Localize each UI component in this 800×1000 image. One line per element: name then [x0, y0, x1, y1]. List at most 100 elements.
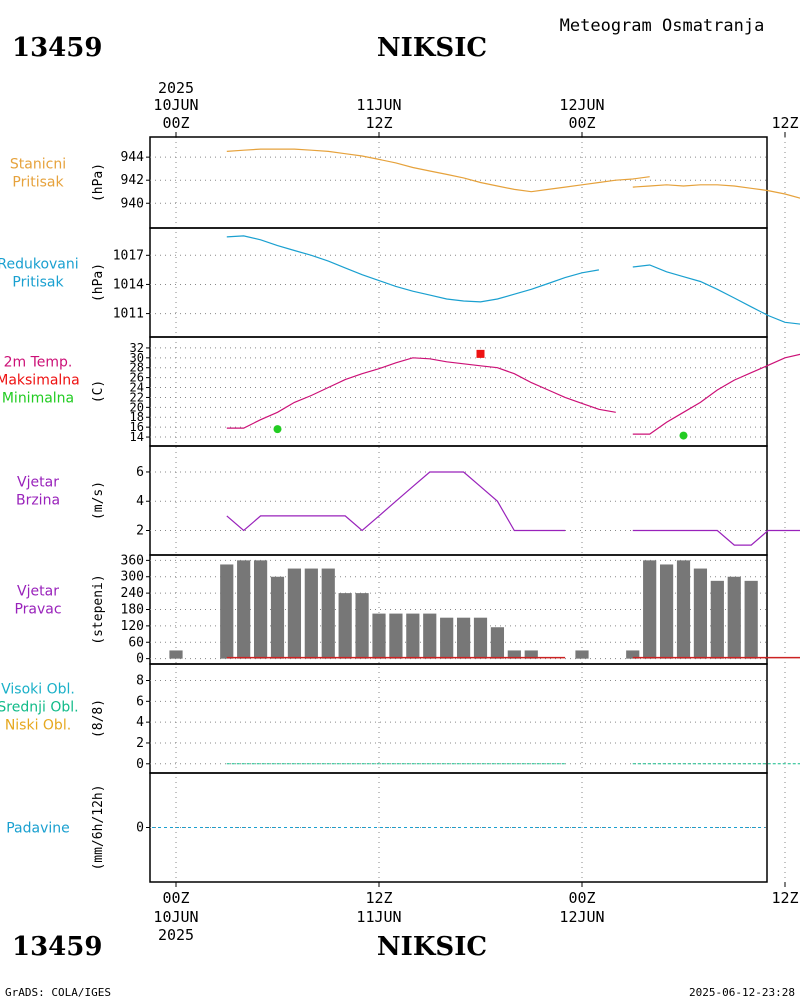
panel-label-wind_speed: Brzina [16, 493, 60, 509]
station-name-top: NIKSIC [377, 33, 487, 63]
y-tick-label-reduced: 1014 [113, 277, 144, 292]
series-line-temperature [632, 353, 800, 435]
bar-wind_dir [321, 568, 335, 659]
bar-wind_dir [456, 617, 471, 659]
panel-label-wind_dir: Vjetar [17, 584, 59, 600]
panel-label-precip: Padavine [6, 821, 70, 837]
bottom-day1-label: 10JUN [153, 908, 198, 926]
x-tick-label-bottom: 12Z [365, 889, 392, 907]
panels-layer [146, 136, 786, 883]
series-line-reduced [226, 235, 600, 303]
y-tick-label-temperature: 18 [130, 410, 144, 424]
panel-label-temperature: Maksimalna [0, 373, 80, 389]
bar-wind_dir [710, 580, 724, 659]
panel-label-temperature: 2m Temp. [4, 355, 73, 371]
bar-wind_dir [693, 568, 708, 659]
y-axis-title-precip: (mm/6h/12h) [91, 784, 106, 870]
bar-wind_dir [490, 627, 505, 659]
bar-wind_dir [304, 568, 318, 659]
panel-label-clouds: Visoki Obl. [1, 682, 75, 698]
y-axis-title-reduced: (hPa) [91, 263, 106, 302]
y-tick-label-reduced: 1011 [113, 307, 144, 322]
station-id-bottom: 13459 [12, 932, 102, 962]
bottom-day3-label: 12JUN [559, 908, 604, 926]
y-tick-label-pressure: 942 [121, 173, 144, 188]
x-tick-label-top: 00Z [568, 114, 595, 132]
bar-wind_dir [372, 613, 386, 659]
y-tick-label-clouds: 4 [136, 715, 144, 730]
bottom-year-label: 2025 [158, 926, 194, 944]
bar-wind_dir [524, 650, 538, 659]
station-name-bottom: NIKSIC [377, 932, 487, 962]
bottom-day2-label: 11JUN [356, 908, 401, 926]
bar-wind_dir [626, 650, 640, 659]
series-line-reduced [632, 264, 800, 325]
panel-label-reduced: Pritisak [12, 275, 64, 291]
bar-wind_dir [643, 560, 657, 659]
bar-wind_dir [355, 593, 369, 659]
y-tick-label-temperature: 30 [130, 351, 144, 365]
y-tick-label-temperature: 32 [130, 341, 144, 355]
y-axis-title-pressure: (hPa) [91, 163, 106, 202]
bar-wind_dir [423, 613, 437, 659]
x-tick-label-top: 00Z [162, 114, 189, 132]
y-tick-label-clouds: 2 [136, 736, 144, 751]
y-tick-label-clouds: 8 [136, 673, 144, 688]
bar-wind_dir [406, 613, 420, 659]
y-tick-label-clouds: 0 [136, 757, 144, 772]
bar-wind_dir [440, 617, 454, 659]
y-tick-label-precip: 0 [136, 821, 144, 836]
y-tick-label-wind_dir: 60 [128, 635, 144, 650]
panel-frame-clouds [149, 663, 768, 774]
y-tick-label-wind_dir: 360 [121, 553, 144, 568]
y-tick-label-temperature: 20 [130, 400, 144, 414]
y-tick-label-reduced: 1017 [113, 248, 144, 263]
series-line-pressure [632, 184, 800, 199]
bar-wind_dir [744, 580, 758, 659]
x-tick-label-bottom: 00Z [568, 889, 595, 907]
bar-wind_dir [169, 650, 183, 659]
panel-label-clouds: Niski Obl. [5, 718, 71, 734]
bar-wind_dir [727, 576, 741, 659]
y-tick-label-temperature: 24 [130, 381, 144, 395]
panel-frame-wind_speed [149, 445, 768, 556]
station-id-top: 13459 [12, 33, 102, 63]
x-tick-label-top: 12Z [365, 114, 392, 132]
tmin-marker [273, 425, 282, 434]
bar-wind_dir [473, 617, 488, 659]
y-tick-label-wind_speed: 2 [136, 524, 144, 539]
y-tick-label-temperature: 26 [130, 371, 144, 385]
bar-wind_dir [253, 560, 268, 659]
series-line-wind_speed [226, 471, 566, 532]
bar-wind_dir [338, 593, 352, 659]
panel-label-temperature: Minimalna [2, 391, 74, 407]
bar-wind_dir [507, 650, 521, 659]
panel-label-pressure: Stanicni [10, 157, 66, 173]
chart-title: Meteogram Osmatranja [560, 16, 765, 36]
y-tick-label-wind_dir: 180 [121, 603, 144, 618]
x-tick-label-bottom: 00Z [162, 889, 189, 907]
marks-layer: 00Z00Z12Z12Z00Z00Z12Z12Z00Z00Z12Z12Z9409… [0, 114, 800, 907]
footer-timestamp: 2025-06-12-23:28 [689, 986, 795, 999]
panel-label-pressure: Pritisak [12, 175, 64, 191]
bar-wind_dir [676, 560, 691, 659]
top-day1-label: 10JUN [153, 96, 198, 114]
y-tick-label-temperature: 16 [130, 420, 144, 434]
bar-wind_dir [389, 613, 403, 659]
y-tick-label-temperature: 22 [130, 390, 144, 404]
panel-frame-reduced [149, 227, 768, 338]
footer-credit: GrADS: COLA/IGES [5, 986, 111, 999]
y-tick-label-wind_speed: 6 [136, 465, 144, 480]
y-axis-title-clouds: (8/8) [91, 699, 106, 738]
series-line-temperature [226, 357, 616, 429]
tmin-marker [679, 431, 688, 440]
bar-wind_dir [287, 568, 302, 659]
panel-label-wind_speed: Vjetar [17, 475, 59, 491]
y-axis-title-temperature: (C) [91, 380, 106, 403]
y-tick-label-wind_dir: 240 [121, 586, 144, 601]
y-tick-label-temperature: 14 [130, 430, 144, 444]
x-tick-label-top: 12Z [771, 114, 798, 132]
y-tick-label-wind_dir: 0 [136, 652, 144, 667]
